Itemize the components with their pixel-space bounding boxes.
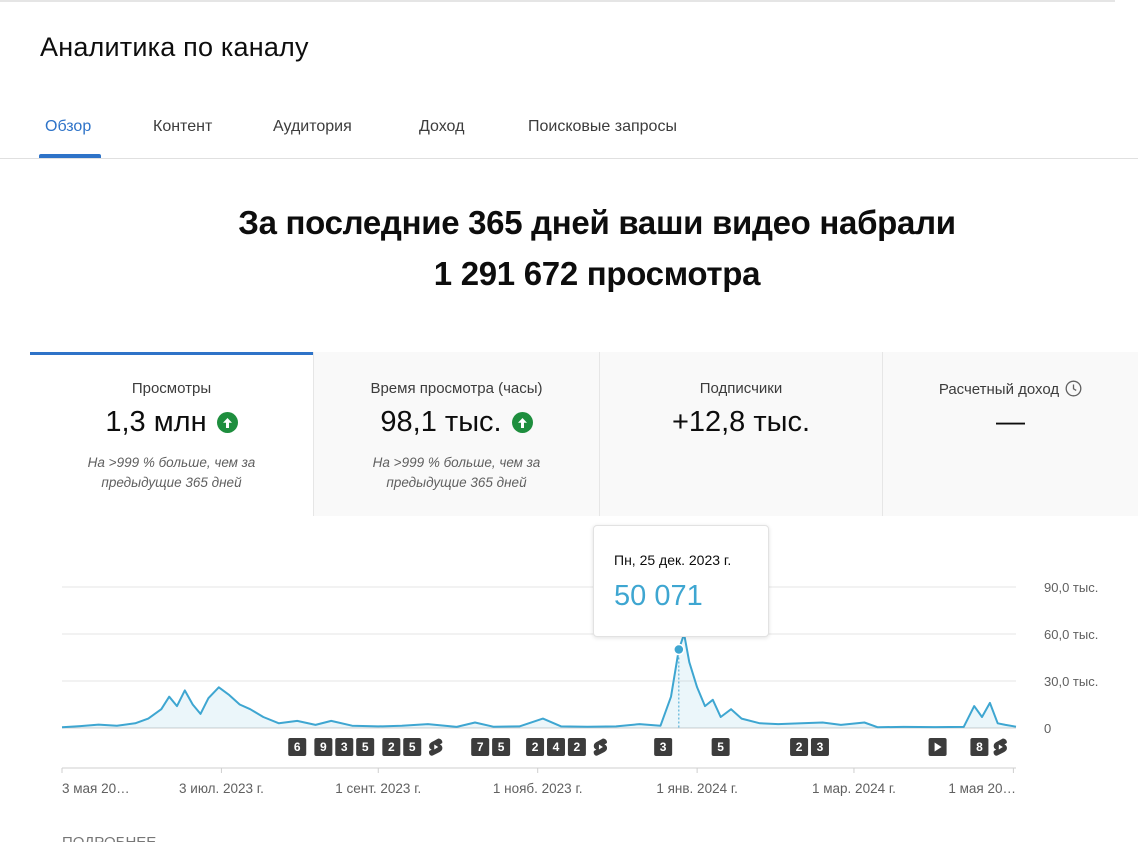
metric-note-line-1: На >999 % больше, чем за [87, 455, 256, 470]
upload-marker [335, 738, 354, 756]
tab-search-queries[interactable]: Поисковые запросы [528, 118, 677, 135]
metric-value-row: — [883, 406, 1138, 439]
shorts-play [434, 744, 439, 750]
tab-content[interactable]: Контент [153, 118, 213, 135]
shorts-play [998, 744, 1003, 750]
upload-marker-label: 2 [388, 740, 395, 754]
tab-bar: Обзор Контент Аудитория Доход Поисковые … [0, 100, 1138, 159]
shorts-icon [593, 738, 608, 756]
upload-marker-label: 4 [553, 740, 560, 754]
shorts-play [598, 744, 603, 750]
metric-value: 1,3 млн [105, 406, 207, 438]
shorts-icon [993, 738, 1007, 756]
series-line [61, 633, 1017, 729]
tab-audience[interactable]: Аудитория [273, 118, 352, 135]
tooltip-value: 50 071 [614, 580, 703, 612]
upload-marker-label: 5 [362, 740, 369, 754]
upload-marker-label: 8 [976, 740, 983, 754]
upload-marker-label: 5 [717, 740, 724, 754]
clock-icon[interactable] [1065, 380, 1082, 401]
x-tick-label: 1 мая 20… [948, 781, 1016, 796]
views-chart[interactable]: 90,0 тыс.60,0 тыс.30,0 тыс.06 9 3 5 2 5 7 5 2 4 2 3… [0, 520, 1138, 842]
upload-marker [382, 738, 401, 756]
metric-note-line-2: предыдущие 365 дней [386, 475, 527, 490]
upload-marker-label: 5 [409, 740, 416, 754]
upload-marker-label: 9 [320, 740, 327, 754]
upload-marker [970, 738, 989, 756]
upload-marker [810, 738, 829, 756]
more-link[interactable]: ПОДРОБНЕЕ [62, 834, 156, 842]
upload-marker-label: 2 [574, 740, 581, 754]
play-icon-triangle [934, 742, 942, 752]
highlight-point [673, 643, 685, 656]
upload-marker-label: 3 [660, 740, 667, 754]
x-tick-label: 3 июл. 2023 г. [179, 781, 264, 796]
x-tick-label: 1 янв. 2024 г. [656, 781, 738, 796]
upload-marker-label: 7 [477, 740, 484, 754]
upload-marker-label: 6 [294, 740, 301, 754]
y-tick-label: 0 [1044, 721, 1051, 736]
metric-card-views[interactable]: Просмотры 1,3 млн На >999 % больше, чем … [30, 352, 313, 516]
upload-marker [790, 738, 809, 756]
upload-marker-label: 5 [498, 740, 505, 754]
y-tick-label: 60,0 тыс. [1044, 627, 1098, 642]
y-tick-label: 30,0 тыс. [1044, 674, 1098, 689]
upload-marker-label: 3 [341, 740, 348, 754]
top-divider [0, 0, 1115, 2]
upload-marker [526, 738, 545, 756]
upload-marker [403, 738, 422, 756]
chart-tooltip: Пн, 25 дек. 2023 г. 50 071 [593, 525, 769, 637]
active-tab-indicator [39, 154, 101, 158]
page-title: Аналитика по каналу [40, 32, 309, 62]
x-tick-label: 3 мая 20… [62, 781, 130, 796]
y-tick-label: 90,0 тыс. [1044, 580, 1098, 595]
tab-overview[interactable]: Обзор [45, 118, 92, 135]
shorts-icon [428, 738, 443, 756]
upload-marker [288, 738, 307, 756]
x-tick-label: 1 мар. 2024 г. [812, 781, 896, 796]
metric-label: Просмотры [131, 380, 212, 397]
arrow-up-icon [216, 412, 238, 433]
metric-label-row: Расчетный доход [883, 380, 1138, 401]
metric-cards: Просмотры 1,3 млн На >999 % больше, чем … [30, 352, 1138, 516]
upload-marker [711, 738, 730, 756]
metric-comparison-note: На >999 % больше, чем за предыдущие 365 … [30, 453, 313, 493]
x-tick-label: 1 сент. 2023 г. [335, 781, 421, 796]
metric-value-row: 1,3 млн [30, 406, 313, 439]
metric-value: — [996, 406, 1025, 438]
series-area [62, 634, 1016, 728]
metric-note-line-2: предыдущие 365 дней [101, 475, 242, 490]
tooltip-date: Пн, 25 дек. 2023 г. [614, 552, 732, 568]
metric-label: Расчетный доход [938, 381, 1060, 398]
upload-marker-label: 2 [796, 740, 803, 754]
summary-headline: За последние 365 дней ваши видео набрали [238, 204, 956, 241]
metric-label: Подписчики [699, 380, 783, 397]
metric-value-row: +12,8 тыс. [600, 406, 882, 439]
summary-views-total: 1 291 672 просмотра [433, 255, 761, 292]
upload-marker [567, 738, 586, 756]
metric-card-revenue[interactable]: Расчетный доход — [882, 352, 1138, 516]
upload-marker [356, 738, 375, 756]
upload-marker [546, 738, 565, 756]
upload-marker-label: 3 [817, 740, 824, 754]
metric-card-subscribers[interactable]: Подписчики +12,8 тыс. [599, 352, 882, 516]
metric-label: Время просмотра (часы) [370, 380, 543, 397]
metric-value: +12,8 тыс. [671, 406, 811, 438]
metric-card-watch-time[interactable]: Время просмотра (часы) 98,1 тыс. На >999… [313, 352, 599, 516]
metric-value: 98,1 тыс. [380, 406, 502, 438]
upload-marker [471, 738, 490, 756]
upload-marker-label: 2 [532, 740, 539, 754]
upload-marker [492, 738, 511, 756]
tab-revenue[interactable]: Доход [419, 118, 465, 135]
upload-marker [654, 738, 673, 756]
x-tick-label: 1 нояб. 2023 г. [493, 781, 583, 796]
metric-value-row: 98,1 тыс. [314, 406, 599, 439]
arrow-up-icon [511, 412, 533, 433]
upload-marker [314, 738, 333, 756]
metric-comparison-note: На >999 % больше, чем за предыдущие 365 … [314, 453, 599, 493]
metric-note-line-1: На >999 % больше, чем за [372, 455, 541, 470]
